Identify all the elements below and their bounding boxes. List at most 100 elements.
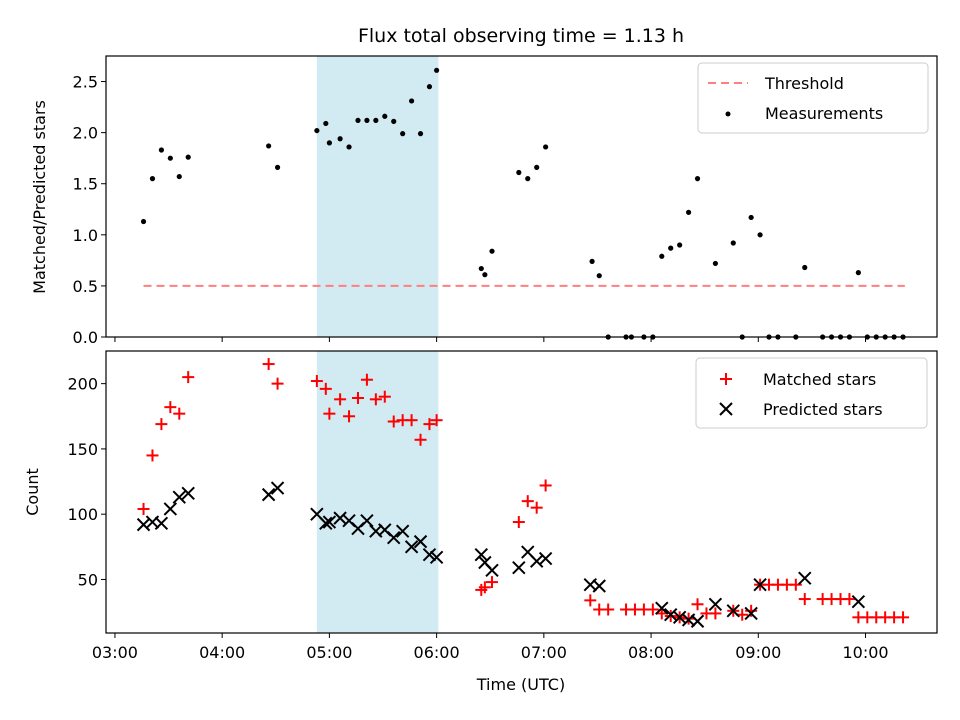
measurement-point [668, 245, 674, 251]
predicted-star-point [474, 547, 488, 562]
matched-star-point [164, 401, 177, 414]
measurement-point [525, 176, 531, 182]
measurement-point [489, 248, 495, 254]
top-y-tick-label: 0.0 [73, 328, 98, 347]
predicted-star-point [319, 516, 333, 531]
matched-star-point [530, 501, 543, 514]
measurement-point [323, 120, 329, 127]
predicted-star-point [333, 511, 347, 525]
x-axis-label: Time (UTC) [476, 675, 565, 694]
measurement-point [478, 265, 484, 272]
bottom-y-tick-label: 50 [78, 570, 98, 589]
measurement-point [417, 131, 424, 137]
x-tick-label: 06:00 [414, 643, 460, 662]
bottom-legend-box [695, 357, 928, 429]
measurement-point [337, 136, 343, 142]
predicted-star-point [181, 486, 195, 501]
measurement-point [694, 176, 701, 182]
x-tick-label: 08:00 [628, 643, 674, 662]
predicted-star-point [512, 561, 526, 575]
predicted-star-point [136, 517, 151, 532]
matched-star-point [262, 358, 275, 371]
measurement-point [346, 144, 352, 150]
measurement-point [855, 270, 861, 276]
top-y-axis-label: Matched/Predicted stars [30, 100, 49, 294]
matched-star-point [897, 611, 910, 624]
top-legend-box [697, 62, 929, 134]
x-tick-label: 04:00 [199, 643, 245, 662]
predicted-star-point [395, 524, 410, 538]
predicted-star-point [753, 577, 767, 592]
predicted-star-point [429, 550, 444, 564]
x-tick-label: 10:00 [842, 643, 888, 662]
x-tick-label: 07:00 [521, 643, 567, 662]
predicted-star-point [851, 594, 866, 609]
matched-star-point [798, 593, 811, 606]
matched-star-point [173, 407, 186, 420]
predicted-star-point [655, 601, 669, 615]
measurement-point [176, 173, 182, 180]
measurement-point [158, 147, 164, 153]
measurement-point [534, 164, 540, 170]
top-legend: Threshold Measurements [697, 62, 929, 134]
predicted-star-point [798, 571, 812, 585]
predicted-star-point [664, 608, 678, 622]
matched-star-point [512, 516, 525, 529]
measurement-point [516, 169, 522, 176]
measurement-point [373, 117, 379, 123]
measurement-point [757, 232, 763, 238]
measurement-point [149, 176, 156, 182]
top-panel-frame [105, 55, 938, 338]
predicted-star-point [485, 563, 499, 578]
measurement-point [543, 144, 549, 150]
legend-predicted-swatch [719, 402, 733, 416]
legend-measurements-label: Measurements [765, 104, 883, 123]
predicted-star-point [154, 516, 169, 531]
legend-predicted-label: Predicted stars [763, 400, 883, 419]
matched-star-point [351, 392, 364, 404]
predicted-star-point [360, 514, 374, 528]
measurement-point [167, 155, 173, 161]
measurement-point [140, 218, 147, 225]
measurement-point [802, 264, 808, 271]
legend-matched-swatch [720, 373, 732, 385]
predicted-star-point [261, 487, 276, 502]
top-panel-title: Flux total observing time = 1.13 h [358, 25, 684, 47]
measurements-series [140, 67, 906, 340]
matched-star-point [646, 603, 659, 616]
predicted-star-point [413, 534, 428, 549]
measurement-point [326, 140, 332, 146]
top-y-tick-label: 1.0 [73, 226, 98, 245]
matched-star-point [360, 373, 373, 386]
x-tick-label: 03:00 [92, 643, 138, 662]
matched-star-point [319, 382, 332, 395]
predicted-star-point [744, 606, 758, 621]
measurement-point [400, 131, 406, 137]
matched-star-point [414, 433, 427, 446]
legend-measurements-swatch [725, 111, 731, 117]
predicted-star-point [538, 551, 553, 566]
matched-star-point [343, 410, 356, 423]
predicted-stars-series [136, 481, 866, 628]
matched-star-point [369, 393, 382, 406]
top-y-tick-label: 0.5 [73, 277, 98, 296]
bottom-axis-ticks: 50 100 150 200 03:00 04:00 05:00 06:00 07:00 08:0… [67, 375, 888, 662]
matched-star-point [423, 418, 436, 431]
measurement-point [712, 260, 719, 267]
measurement-point [748, 214, 754, 221]
predicted-star-point [172, 490, 186, 504]
predicted-star-point [322, 515, 337, 529]
top-axis-ticks: 0.0 0.5 1.0 1.5 2.0 2.5 [73, 73, 867, 347]
measurement-point [685, 209, 692, 215]
predicted-star-point [592, 579, 606, 593]
matched-star-point [271, 377, 284, 390]
top-y-tick-label: 2.5 [73, 73, 98, 92]
matched-star-point [137, 502, 150, 515]
matched-star-point [430, 414, 443, 427]
matched-star-point [182, 371, 195, 384]
measurement-point [266, 143, 272, 149]
measurement-point [426, 84, 433, 90]
matched-star-point [602, 603, 615, 616]
bottom-y-tick-label: 100 [67, 505, 98, 524]
